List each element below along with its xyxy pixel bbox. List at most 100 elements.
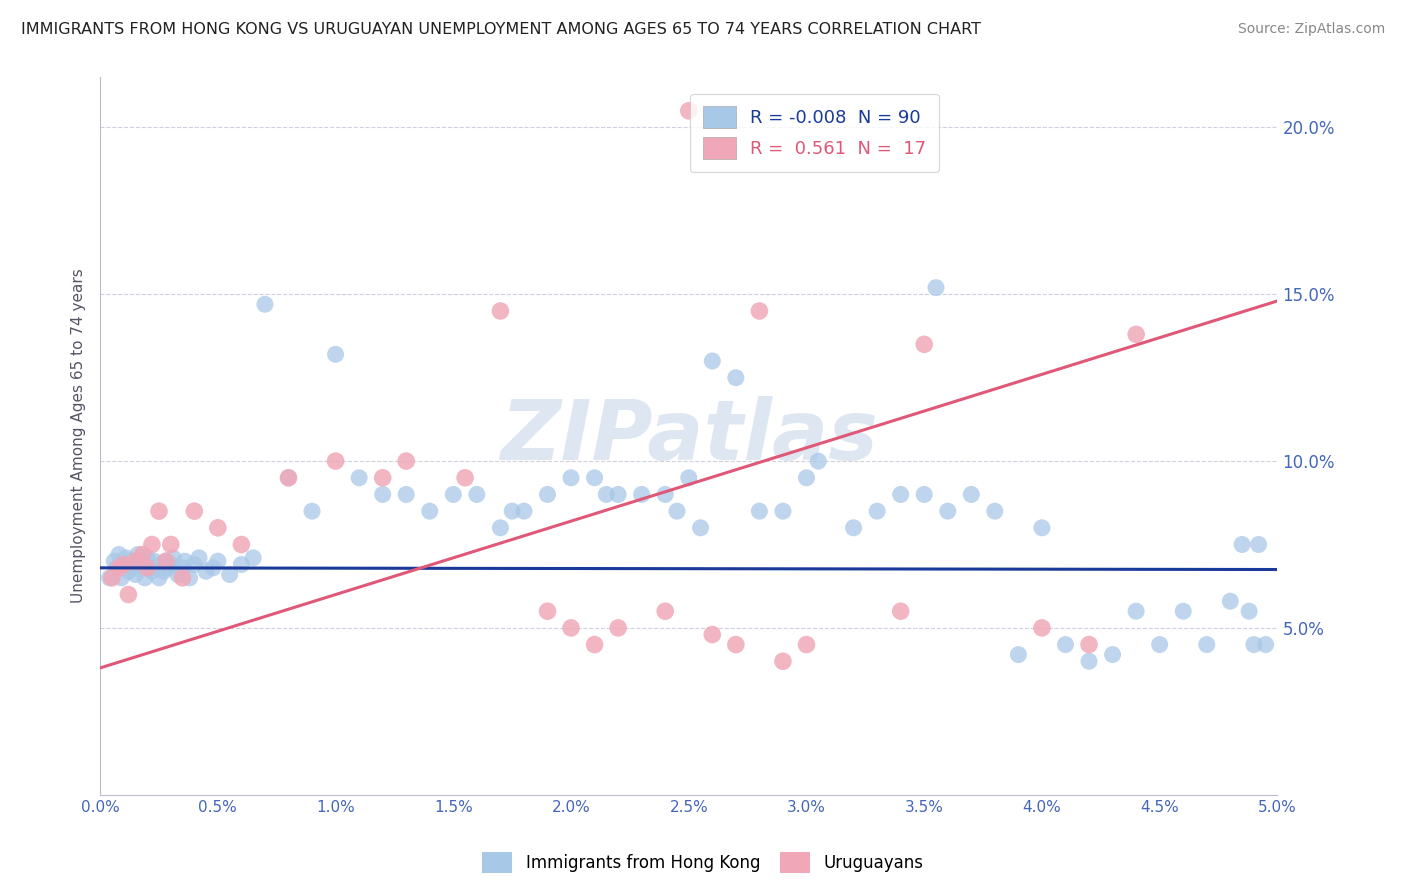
Point	[748, 504, 770, 518]
Point	[115, 550, 138, 565]
Point	[150, 558, 173, 572]
Point	[129, 558, 152, 572]
Point	[489, 521, 512, 535]
Point	[108, 548, 131, 562]
Point	[143, 554, 166, 568]
Point	[595, 487, 617, 501]
Text: IMMIGRANTS FROM HONG KONG VS URUGUAYAN UNEMPLOYMENT AMONG AGES 65 TO 74 YEARS CO: IMMIGRANTS FROM HONG KONG VS URUGUAYAN U…	[21, 22, 981, 37]
Point	[689, 521, 711, 535]
Point	[174, 554, 197, 568]
Point	[141, 537, 163, 551]
Point	[155, 554, 177, 568]
Point	[866, 504, 889, 518]
Point	[1243, 638, 1265, 652]
Point	[179, 571, 201, 585]
Point	[936, 504, 959, 518]
Point	[702, 354, 724, 368]
Point	[1031, 621, 1053, 635]
Point	[772, 654, 794, 668]
Point	[1254, 638, 1277, 652]
Point	[277, 471, 299, 485]
Point	[925, 280, 948, 294]
Point	[207, 554, 229, 568]
Point	[183, 504, 205, 518]
Point	[1125, 604, 1147, 618]
Point	[1007, 648, 1029, 662]
Point	[122, 561, 145, 575]
Point	[1031, 521, 1053, 535]
Point	[1078, 638, 1101, 652]
Point	[136, 550, 159, 565]
Point	[678, 103, 700, 118]
Point	[172, 561, 194, 575]
Point	[1078, 654, 1101, 668]
Point	[1230, 537, 1253, 551]
Point	[112, 558, 135, 572]
Point	[678, 471, 700, 485]
Point	[98, 571, 121, 585]
Point	[654, 604, 676, 618]
Point	[772, 504, 794, 518]
Point	[454, 471, 477, 485]
Point	[155, 554, 177, 568]
Point	[1219, 594, 1241, 608]
Point	[395, 454, 418, 468]
Point	[912, 337, 935, 351]
Point	[842, 521, 865, 535]
Point	[890, 487, 912, 501]
Point	[231, 537, 253, 551]
Point	[207, 521, 229, 535]
Point	[1173, 604, 1195, 618]
Point	[489, 304, 512, 318]
Point	[127, 548, 149, 562]
Point	[1054, 638, 1077, 652]
Point	[1149, 638, 1171, 652]
Point	[347, 471, 370, 485]
Point	[630, 487, 652, 501]
Point	[960, 487, 983, 501]
Point	[1247, 537, 1270, 551]
Point	[124, 567, 146, 582]
Point	[172, 571, 194, 585]
Point	[162, 550, 184, 565]
Point	[131, 548, 153, 562]
Point	[807, 454, 830, 468]
Point	[748, 304, 770, 318]
Point	[465, 487, 488, 501]
Point	[103, 554, 125, 568]
Point	[131, 554, 153, 568]
Point	[1101, 648, 1123, 662]
Text: ZIPatlas: ZIPatlas	[499, 395, 877, 476]
Point	[152, 564, 174, 578]
Point	[583, 638, 606, 652]
Point	[702, 627, 724, 641]
Point	[188, 550, 211, 565]
Point	[110, 571, 132, 585]
Point	[501, 504, 523, 518]
Point	[183, 558, 205, 572]
Point	[148, 571, 170, 585]
Point	[253, 297, 276, 311]
Point	[583, 471, 606, 485]
Point	[202, 561, 225, 575]
Point	[724, 370, 747, 384]
Point	[912, 487, 935, 501]
Point	[136, 561, 159, 575]
Point	[325, 454, 347, 468]
Point	[218, 567, 240, 582]
Point	[105, 561, 128, 575]
Point	[796, 471, 818, 485]
Point	[138, 561, 160, 575]
Y-axis label: Unemployment Among Ages 65 to 74 years: Unemployment Among Ages 65 to 74 years	[72, 268, 86, 604]
Point	[195, 564, 218, 578]
Point	[371, 487, 394, 501]
Point	[560, 471, 582, 485]
Point	[536, 604, 558, 618]
Point	[159, 537, 181, 551]
Text: Source: ZipAtlas.com: Source: ZipAtlas.com	[1237, 22, 1385, 37]
Point	[1125, 327, 1147, 342]
Point	[796, 638, 818, 652]
Point	[513, 504, 536, 518]
Point	[148, 504, 170, 518]
Point	[536, 487, 558, 501]
